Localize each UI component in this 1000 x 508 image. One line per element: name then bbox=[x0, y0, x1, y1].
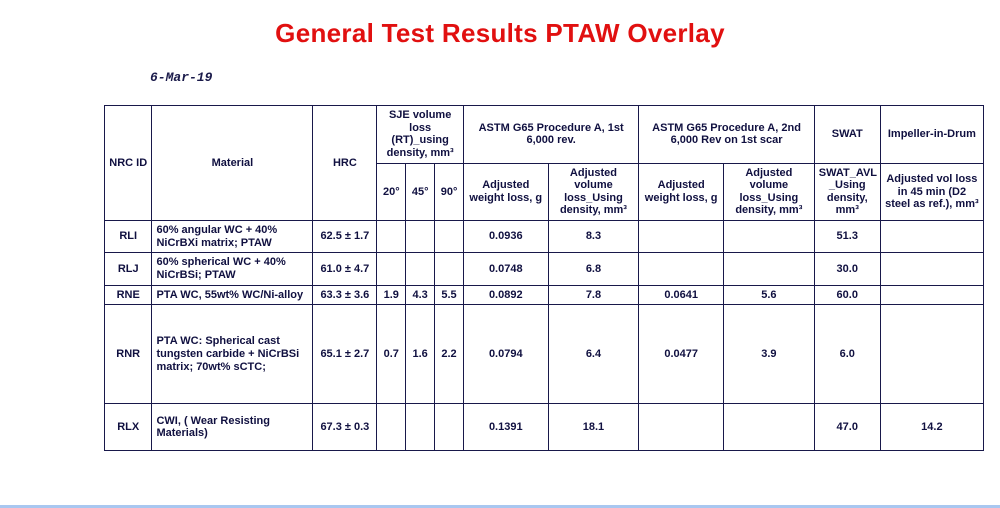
table-row: RLI60% angular WC + 40% NiCrBXi matrix; … bbox=[105, 221, 984, 253]
table-cell: 6.8 bbox=[548, 253, 639, 285]
table-cell: 6.4 bbox=[548, 305, 639, 404]
table-cell: 0.1391 bbox=[463, 404, 548, 451]
table-cell: 5.6 bbox=[723, 285, 814, 305]
table-cell: CWI, ( Wear Resisting Materials) bbox=[152, 404, 313, 451]
col-astm2-wt: Adjusted weight loss, g bbox=[639, 163, 724, 221]
table-cell: 60% spherical WC + 40% NiCrBSi; PTAW bbox=[152, 253, 313, 285]
table-cell: 0.7 bbox=[377, 305, 406, 404]
table-row: RLJ60% spherical WC + 40% NiCrBSi; PTAW6… bbox=[105, 253, 984, 285]
table-cell: 2.2 bbox=[435, 305, 464, 404]
table-cell: 1.9 bbox=[377, 285, 406, 305]
table-cell: 5.5 bbox=[435, 285, 464, 305]
table-cell bbox=[880, 305, 983, 404]
table-cell: 0.0748 bbox=[463, 253, 548, 285]
table-cell bbox=[723, 253, 814, 285]
col-impeller-group: Impeller-in-Drum bbox=[880, 106, 983, 164]
table-cell: 0.0936 bbox=[463, 221, 548, 253]
page-title: General Test Results PTAW Overlay bbox=[12, 18, 988, 49]
results-table: NRC ID Material HRC SJE volume loss (RT)… bbox=[104, 105, 984, 451]
table-cell: 65.1 ± 2.7 bbox=[313, 305, 377, 404]
document-date: 6-Mar-19 bbox=[150, 70, 212, 85]
table-cell: 4.3 bbox=[406, 285, 435, 305]
table-cell: 18.1 bbox=[548, 404, 639, 451]
col-astm2-vol: Adjusted volume loss_Using density, mm³ bbox=[723, 163, 814, 221]
table-cell: 62.5 ± 1.7 bbox=[313, 221, 377, 253]
table-cell: RLI bbox=[105, 221, 152, 253]
table-cell: 0.0892 bbox=[463, 285, 548, 305]
col-sje-group: SJE volume loss (RT)_using density, mm³ bbox=[377, 106, 464, 164]
table-cell bbox=[880, 253, 983, 285]
table-cell bbox=[406, 253, 435, 285]
table-cell bbox=[723, 221, 814, 253]
col-material: Material bbox=[152, 106, 313, 221]
table-row: RLXCWI, ( Wear Resisting Materials)67.3 … bbox=[105, 404, 984, 451]
table-cell: RLJ bbox=[105, 253, 152, 285]
table-cell bbox=[639, 253, 724, 285]
table-cell: 67.3 ± 0.3 bbox=[313, 404, 377, 451]
table-cell: 0.0477 bbox=[639, 305, 724, 404]
table-row: RNRPTA WC: Spherical cast tungsten carbi… bbox=[105, 305, 984, 404]
table-cell: 0.0641 bbox=[639, 285, 724, 305]
table-cell: 60.0 bbox=[814, 285, 880, 305]
table-cell: 47.0 bbox=[814, 404, 880, 451]
col-swat-avl: SWAT_AVL _Using density, mm³ bbox=[814, 163, 880, 221]
col-sje-90: 90° bbox=[435, 163, 464, 221]
col-sje-20: 20° bbox=[377, 163, 406, 221]
table-cell bbox=[880, 285, 983, 305]
col-astm1-group: ASTM G65 Procedure A, 1st 6,000 rev. bbox=[463, 106, 638, 164]
table-cell: 63.3 ± 3.6 bbox=[313, 285, 377, 305]
table-cell: 60% angular WC + 40% NiCrBXi matrix; PTA… bbox=[152, 221, 313, 253]
table-cell bbox=[435, 404, 464, 451]
table-cell: RLX bbox=[105, 404, 152, 451]
results-table-wrap: NRC ID Material HRC SJE volume loss (RT)… bbox=[104, 105, 984, 451]
table-cell bbox=[880, 221, 983, 253]
table-cell: RNE bbox=[105, 285, 152, 305]
col-astm2-group: ASTM G65 Procedure A, 2nd 6,000 Rev on 1… bbox=[639, 106, 814, 164]
table-cell: 8.3 bbox=[548, 221, 639, 253]
table-cell bbox=[406, 221, 435, 253]
table-cell: 14.2 bbox=[880, 404, 983, 451]
table-cell: PTA WC, 55wt% WC/Ni-alloy bbox=[152, 285, 313, 305]
table-cell bbox=[435, 253, 464, 285]
table-cell bbox=[377, 253, 406, 285]
table-cell: 61.0 ± 4.7 bbox=[313, 253, 377, 285]
table-cell bbox=[639, 221, 724, 253]
col-nrc-id: NRC ID bbox=[105, 106, 152, 221]
table-cell: 3.9 bbox=[723, 305, 814, 404]
table-cell: 30.0 bbox=[814, 253, 880, 285]
table-cell bbox=[406, 404, 435, 451]
col-swat-group: SWAT bbox=[814, 106, 880, 164]
table-cell bbox=[377, 221, 406, 253]
table-row: RNEPTA WC, 55wt% WC/Ni-alloy63.3 ± 3.61.… bbox=[105, 285, 984, 305]
col-impeller-vol: Adjusted vol loss in 45 min (D2 steel as… bbox=[880, 163, 983, 221]
table-cell bbox=[639, 404, 724, 451]
table-cell: RNR bbox=[105, 305, 152, 404]
table-cell bbox=[377, 404, 406, 451]
col-astm1-vol: Adjusted volume loss_Using density, mm³ bbox=[548, 163, 639, 221]
col-hrc: HRC bbox=[313, 106, 377, 221]
table-cell: PTA WC: Spherical cast tungsten carbide … bbox=[152, 305, 313, 404]
table-cell: 0.0794 bbox=[463, 305, 548, 404]
col-astm1-wt: Adjusted weight loss, g bbox=[463, 163, 548, 221]
table-cell bbox=[435, 221, 464, 253]
table-cell bbox=[723, 404, 814, 451]
table-cell: 51.3 bbox=[814, 221, 880, 253]
col-sje-45: 45° bbox=[406, 163, 435, 221]
table-cell: 7.8 bbox=[548, 285, 639, 305]
table-cell: 1.6 bbox=[406, 305, 435, 404]
table-cell: 6.0 bbox=[814, 305, 880, 404]
